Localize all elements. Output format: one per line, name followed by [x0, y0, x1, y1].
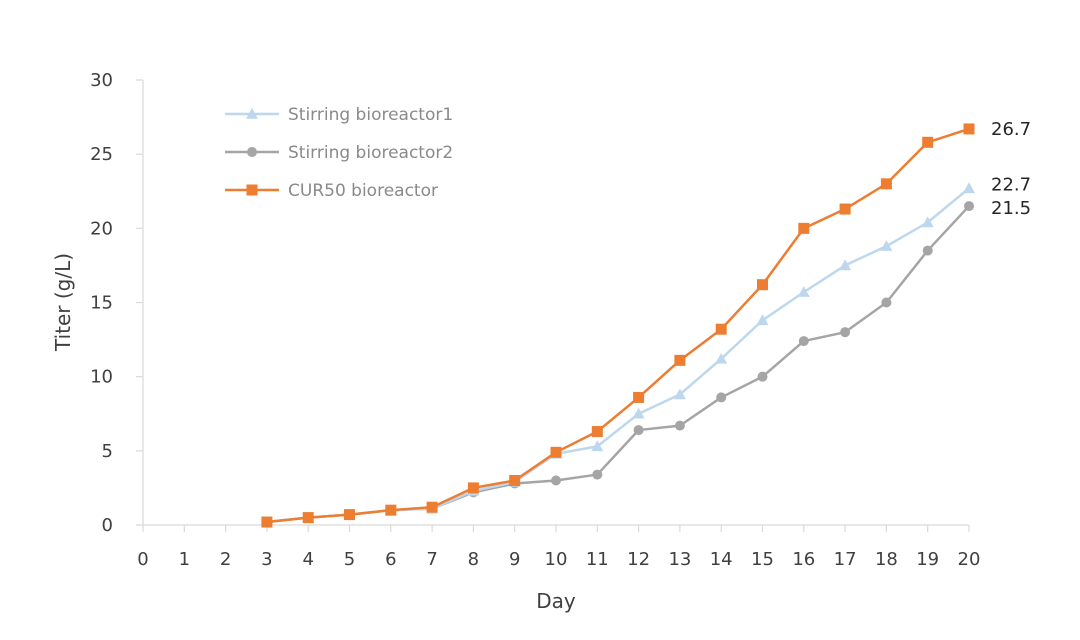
data-point: [550, 446, 562, 458]
data-point: [839, 203, 851, 215]
data-point: [344, 509, 355, 521]
x-tick-label: 17: [834, 549, 857, 570]
data-point: [551, 475, 561, 486]
data-point: [633, 425, 644, 436]
end-labels: 22.7 21.5 26.7: [991, 119, 1031, 219]
legend-label: Stirring bioreactor1: [288, 105, 453, 125]
y-axis-title: Titer (g/L): [51, 253, 75, 352]
legend-marker: [246, 184, 258, 196]
data-point: [880, 240, 893, 251]
legend-entry: Stirring bioreactor1: [225, 105, 453, 125]
series-layer: [260, 123, 975, 528]
x-tick-label: 19: [916, 549, 939, 570]
data-point: [509, 475, 521, 486]
x-tick-label: 2: [220, 549, 231, 570]
data-point: [964, 201, 974, 212]
data-point: [592, 469, 603, 480]
data-point: [963, 182, 975, 194]
y-tick-label: 5: [102, 441, 113, 462]
y-tick-label: 10: [90, 367, 113, 388]
data-point: [839, 259, 852, 271]
x-tick-label: 6: [385, 549, 396, 570]
x-tick-label: 3: [261, 549, 272, 570]
x-tick-label: 4: [302, 549, 313, 570]
x-tick-label: 7: [426, 549, 437, 570]
data-point: [797, 286, 810, 297]
data-point: [302, 512, 314, 524]
end-label: 21.5: [991, 198, 1031, 219]
series-1: [260, 182, 975, 527]
x-tick-label: 5: [344, 549, 355, 570]
data-point: [715, 323, 727, 335]
series-line: [266, 187, 970, 524]
data-point: [716, 392, 727, 403]
data-point: [715, 352, 728, 364]
data-point: [673, 388, 686, 400]
x-tick-label: 20: [958, 549, 981, 570]
series-line: [266, 127, 970, 524]
end-label: 22.7: [991, 174, 1031, 195]
legend-entry: Stirring bioreactor2: [225, 143, 453, 163]
x-tick-label: 1: [179, 549, 190, 570]
data-point: [922, 245, 933, 256]
data-point: [674, 354, 686, 366]
x-tick-label: 8: [468, 549, 479, 570]
data-point: [591, 440, 604, 452]
data-point: [881, 297, 892, 308]
data-point: [757, 279, 768, 291]
data-point: [921, 216, 934, 228]
y-tick-label: 0: [102, 515, 113, 536]
legend-label: Stirring bioreactor2: [288, 143, 453, 163]
data-point: [922, 136, 934, 148]
legend-entry: CUR50 bioreactor: [225, 181, 438, 201]
legend-label: CUR50 bioreactor: [288, 181, 438, 201]
series-line: [266, 205, 970, 524]
data-point: [385, 504, 397, 516]
data-point: [633, 391, 645, 403]
series-3: [261, 123, 975, 528]
x-tick-label: 12: [627, 549, 650, 570]
data-point: [840, 327, 851, 338]
y-tick-label: 15: [90, 293, 113, 314]
x-tick-label: 13: [668, 549, 691, 570]
x-tick-label: 9: [509, 549, 520, 570]
y-tick-label: 25: [90, 144, 113, 165]
y-tick-label: 30: [90, 70, 113, 91]
data-point: [591, 426, 603, 438]
data-point: [798, 222, 810, 234]
data-point: [798, 336, 809, 347]
data-point: [674, 420, 685, 431]
x-tick-label: 10: [545, 549, 568, 570]
legend: Stirring bioreactor1 Stirring bioreactor2…: [225, 105, 453, 201]
data-point: [880, 178, 892, 190]
end-label: 26.7: [991, 119, 1031, 140]
data-point: [426, 501, 438, 513]
x-tick-label: 15: [751, 549, 774, 570]
legend-marker: [247, 147, 257, 157]
data-point: [261, 516, 273, 528]
x-tick-label: 14: [710, 549, 733, 570]
series-2: [261, 201, 974, 528]
data-point: [467, 482, 479, 494]
x-tick-label: 0: [137, 549, 148, 570]
data-point: [963, 123, 975, 135]
legend-marker: [246, 108, 258, 119]
x-tick-label: 11: [586, 549, 609, 570]
x-tick-label: 16: [792, 549, 815, 570]
data-point: [632, 407, 645, 419]
data-point: [756, 314, 769, 326]
x-axis-title: Day: [536, 589, 576, 613]
y-tick-label: 20: [90, 218, 113, 239]
x-tick-label: 18: [875, 549, 898, 570]
data-point: [757, 371, 768, 382]
